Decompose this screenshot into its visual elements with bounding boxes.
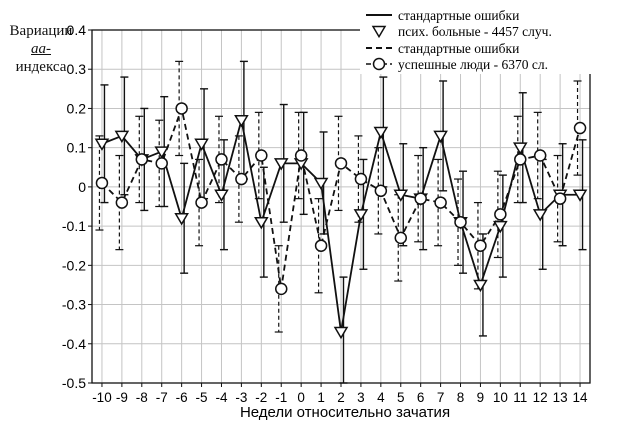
x-tick-label: 11 xyxy=(513,390,527,405)
circle-marker xyxy=(474,239,487,252)
circle-marker xyxy=(334,157,348,170)
legend-background xyxy=(360,4,592,74)
circle-marker xyxy=(354,172,368,186)
triangle-marker xyxy=(433,130,448,144)
circle-marker xyxy=(533,149,547,162)
circle-marker xyxy=(494,208,507,221)
triangle-marker xyxy=(174,213,189,226)
circle-marker xyxy=(414,192,427,205)
y-tick-label: -0.2 xyxy=(62,257,86,273)
y-tick-label: 0.1 xyxy=(67,140,87,156)
markers-psych xyxy=(94,114,588,340)
circle-marker xyxy=(115,196,129,209)
x-tick-label: -6 xyxy=(176,390,188,405)
triangle-marker xyxy=(273,158,289,171)
circle-marker xyxy=(553,192,567,205)
triangle-marker xyxy=(353,209,369,222)
x-tick-label: -4 xyxy=(215,390,227,405)
circle-marker xyxy=(155,157,168,170)
triangle-marker xyxy=(512,142,528,155)
x-tick-label: -7 xyxy=(156,390,168,405)
y-tick-label: -0.5 xyxy=(62,375,86,391)
y-tick-label: 0.3 xyxy=(67,61,87,77)
legend-triangle-marker xyxy=(371,25,387,39)
triangle-marker xyxy=(234,114,249,128)
markers-successful xyxy=(95,102,587,296)
triangle-marker xyxy=(254,216,269,230)
y-axis-label-line-2: аа- xyxy=(31,41,51,57)
y-tick-label: 0.2 xyxy=(67,100,87,116)
x-tick-label: 7 xyxy=(437,390,445,405)
circle-marker xyxy=(255,149,268,162)
triangle-marker xyxy=(313,177,329,191)
x-tick-label: 3 xyxy=(357,390,365,405)
x-tick-label: -10 xyxy=(92,390,112,405)
triangle-marker xyxy=(333,326,349,340)
circle-marker xyxy=(215,153,228,166)
y-axis-label-line-3: индекса xyxy=(15,59,67,75)
circle-marker xyxy=(394,231,408,245)
circle-marker xyxy=(454,215,467,229)
triangle-marker xyxy=(493,220,508,234)
x-tick-label: 14 xyxy=(573,390,589,405)
legend-circle-marker xyxy=(372,57,386,71)
triangle-marker xyxy=(114,130,130,144)
legend-label: стандартные ошибки xyxy=(398,41,519,56)
triangle-marker xyxy=(94,138,110,151)
legend-label: успешные люди - 6370 сл. xyxy=(398,57,548,72)
x-tick-label: -5 xyxy=(196,390,208,405)
circle-marker xyxy=(514,153,527,166)
x-tick-label: 1 xyxy=(317,390,325,405)
triangle-marker xyxy=(393,189,409,202)
triangle-marker xyxy=(373,126,389,140)
y-tick-label: -0.3 xyxy=(62,297,86,313)
circle-marker xyxy=(95,176,109,190)
legend-label: псих. больные - 4457 случ. xyxy=(398,24,552,39)
x-tick-label: 12 xyxy=(533,390,548,405)
y-tick-label: -0.1 xyxy=(62,218,86,234)
circle-marker xyxy=(434,196,447,209)
circle-marker xyxy=(573,121,587,135)
circle-marker xyxy=(274,282,288,296)
triangle-marker xyxy=(194,138,209,151)
x-tick-label: 0 xyxy=(297,390,305,405)
x-tick-label: -9 xyxy=(116,390,128,405)
y-tick-label: 0.4 xyxy=(67,22,87,38)
triangle-marker xyxy=(214,189,229,202)
triangle-marker xyxy=(572,189,588,202)
x-tick-label: 6 xyxy=(417,390,425,405)
x-tick-label: 13 xyxy=(553,390,568,405)
x-tick-label: 5 xyxy=(397,390,405,405)
x-tick-label: 10 xyxy=(493,390,508,405)
y-axis-label-line-1: Вариации xyxy=(9,23,73,39)
circle-marker xyxy=(135,153,149,166)
circle-marker xyxy=(374,184,388,198)
x-tick-label: 2 xyxy=(337,390,345,405)
x-tick-label: -1 xyxy=(275,390,287,405)
triangle-marker xyxy=(532,209,548,222)
circle-marker xyxy=(314,239,328,252)
x-axis-label: Недели относительно зачатия xyxy=(240,404,450,421)
circle-marker xyxy=(235,172,248,186)
circle-marker xyxy=(294,149,308,162)
y-tick-label: -0.4 xyxy=(62,336,86,352)
x-tick-label: 8 xyxy=(457,390,465,405)
triangle-marker xyxy=(154,146,170,159)
x-tick-label: -2 xyxy=(255,390,267,405)
circle-marker xyxy=(175,102,188,115)
y-axis-label: Вариации аа- индекса xyxy=(6,22,76,76)
circle-marker xyxy=(195,196,208,209)
x-tick-label: 9 xyxy=(477,390,485,405)
x-tick-label: -8 xyxy=(136,390,148,405)
legend-label: стандартные ошибки xyxy=(398,8,519,23)
x-tick-label: -3 xyxy=(235,390,247,405)
y-tick-label: 0 xyxy=(78,179,86,195)
triangle-marker xyxy=(473,279,488,293)
x-tick-label: 4 xyxy=(377,390,385,405)
